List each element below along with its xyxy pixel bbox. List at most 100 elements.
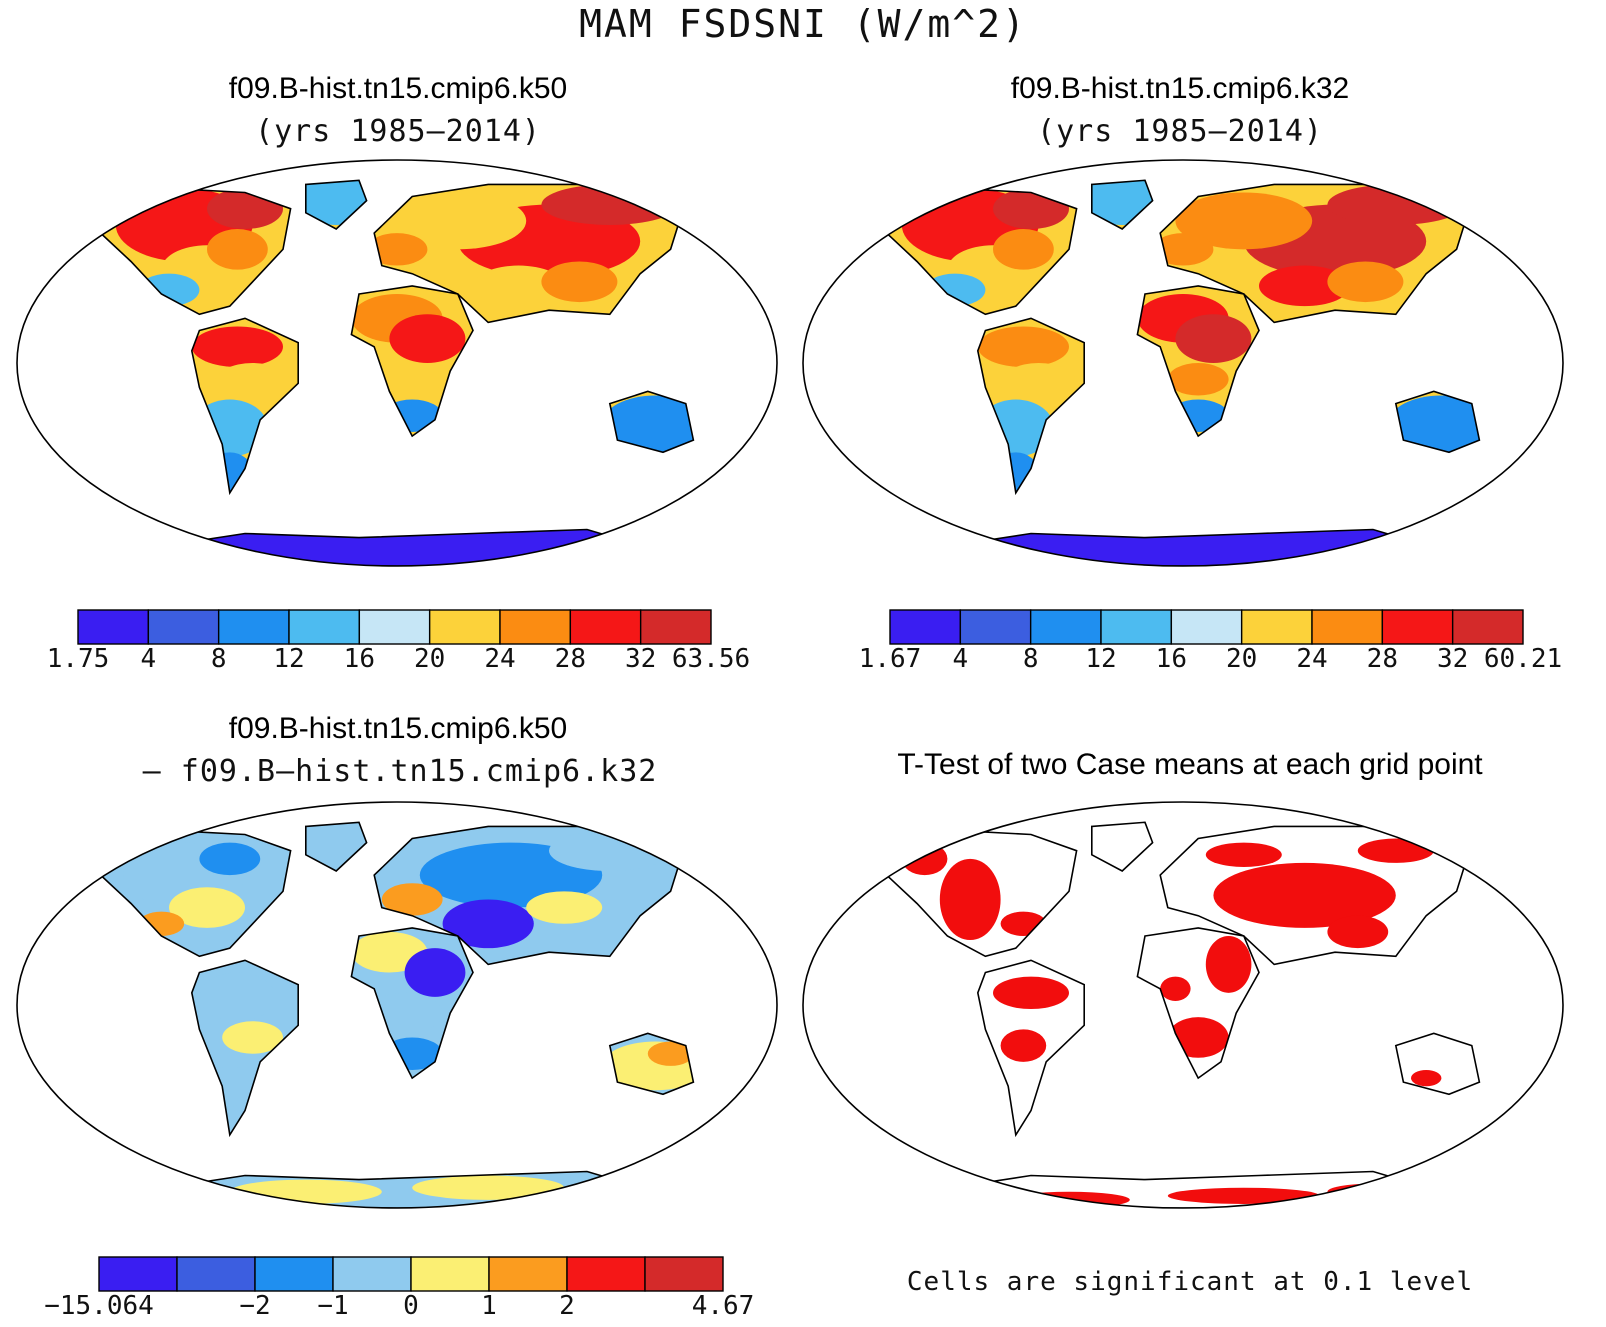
eurasia-field-1 <box>1175 192 1313 250</box>
map-panel-diff <box>16 801 778 1209</box>
colorbar-tick-label-6: 2 <box>559 1291 575 1321</box>
colorbar-swatch-6 <box>499 609 572 645</box>
colorbar-swatch-1 <box>176 1256 256 1292</box>
eurasia-field-3 <box>1327 915 1389 949</box>
colorbar-tick-label-3: 12 <box>273 644 304 674</box>
australia-field-0 <box>1395 395 1480 453</box>
colorbar-swatch-4 <box>358 609 431 645</box>
continent-australia <box>609 1033 694 1095</box>
africa-field-1 <box>1175 314 1252 364</box>
continent-eurasia <box>374 184 686 323</box>
panel-diff-title: f09.B-hist.tn15.cmip6.k50 <box>228 712 568 745</box>
eurasia-field-1 <box>389 192 527 250</box>
colorbar-swatch-7 <box>569 609 642 645</box>
colorbar-tick-label-6: 24 <box>484 644 515 674</box>
continent-africa <box>1137 285 1259 437</box>
map-panel-ttest <box>802 801 1564 1209</box>
colorbar-swatch-1 <box>147 609 220 645</box>
colorbar-tick-label-5: 1 <box>481 1291 497 1321</box>
antarctica-field-2 <box>1327 1183 1419 1200</box>
figure-title: MAM FSDSNI (W/m^2) <box>579 2 1027 46</box>
samerica-field-0 <box>191 326 283 368</box>
antarctica-field-1 <box>229 1179 382 1204</box>
africa-coastline <box>350 927 474 1080</box>
map-panel-k50 <box>16 159 778 567</box>
colorbar-tick-label-9: 63.56 <box>672 644 750 674</box>
antarctica-field-1 <box>1167 1187 1320 1204</box>
eurasia-field-5 <box>1160 233 1214 266</box>
continent-samerica <box>977 960 1085 1135</box>
panel-k50-subtitle: (yrs 1985–2014) <box>255 114 541 149</box>
continent-namerica <box>886 830 1077 957</box>
continent-eurasia <box>1160 184 1472 323</box>
colorbar-swatch-4 <box>1170 609 1243 645</box>
africa-field-2 <box>1160 976 1191 1001</box>
greenland-base-fill <box>1091 822 1153 871</box>
samerica-field-1 <box>1000 363 1077 404</box>
continent-africa <box>1137 927 1259 1079</box>
colorbar-swatch-5 <box>488 1256 568 1292</box>
colorbar-tick-label-4: 16 <box>1156 644 1187 674</box>
australia-field-1 <box>647 1041 694 1066</box>
eurasia-coastline <box>373 825 687 966</box>
samerica-coastline <box>976 959 1085 1138</box>
map-border <box>16 159 778 567</box>
africa-field-2 <box>1167 363 1229 396</box>
continent-namerica <box>100 830 291 957</box>
colorbar-tick-label-2: 8 <box>211 644 227 674</box>
colorbar-tick-label-3: −1 <box>317 1291 348 1321</box>
eurasia-field-3 <box>472 265 565 307</box>
panel-k50-title: f09.B-hist.tn15.cmip6.k50 <box>228 72 568 105</box>
colorbar-k32: 1.67 4 8 12 16 20 24 28 32 60.21 <box>859 609 1562 674</box>
colorbar-tick-label-4: 0 <box>403 1291 419 1321</box>
eurasia-coastline <box>1159 825 1473 966</box>
colorbar-swatch-2 <box>1029 609 1102 645</box>
australia-coastline <box>608 390 695 454</box>
colorbar-swatch-3 <box>332 1256 412 1292</box>
eurasia-field-4 <box>381 883 443 916</box>
samerica-field-1 <box>214 363 291 404</box>
antarctica-coastline <box>922 528 1444 566</box>
panel-ttest-title: T-Test of two Case means at each grid po… <box>897 748 1483 781</box>
samerica-field-1 <box>222 1021 283 1054</box>
samerica-coastline <box>190 959 300 1138</box>
eurasia-field-2 <box>526 891 603 924</box>
colorbar-tick-label-5: 20 <box>1226 644 1257 674</box>
colorbar-swatch-0 <box>77 609 150 645</box>
eurasia-field-2 <box>541 184 679 225</box>
samerica-field-0 <box>199 972 276 1022</box>
eurasia-field-3 <box>1259 265 1351 307</box>
colorbar-tick-label-4: 16 <box>344 644 375 674</box>
colorbar-swatch-6 <box>1311 609 1384 645</box>
greenland-coastline <box>1091 821 1154 872</box>
colorbar-tick-label-5: 20 <box>414 644 445 674</box>
greenland-coastline <box>304 821 368 872</box>
africa-coastline <box>350 285 474 438</box>
australia-coastline <box>608 1032 695 1096</box>
colorbar-tick-label-9: 60.21 <box>1484 644 1562 674</box>
namerica-field-2 <box>169 887 245 928</box>
colorbar-tick-label-6: 24 <box>1296 644 1327 674</box>
eurasia-field-5 <box>374 233 428 266</box>
colorbar-swatch-8 <box>639 609 712 645</box>
antarctica-field-0 <box>924 533 1442 566</box>
continent-greenland <box>1091 822 1153 871</box>
eurasia-field-4 <box>541 261 618 303</box>
samerica-coastline <box>190 317 300 496</box>
africa-field-1 <box>389 314 466 364</box>
eurasia-coastline <box>373 183 687 324</box>
colorbar-swatch-5 <box>1240 609 1313 645</box>
colorbar-tick-label-0: 1.67 <box>859 644 922 674</box>
antarctica-coastline <box>136 1170 658 1208</box>
antarctica-coastline <box>922 1170 1444 1208</box>
panel-k32-title: f09.B-hist.tn15.cmip6.k32 <box>1010 72 1350 105</box>
significance-note: Cells are significant at 0.1 level <box>906 1267 1474 1297</box>
africa-field-2 <box>381 363 443 396</box>
colorbar-swatch-7 <box>644 1256 724 1292</box>
colorbar-k50: 1.75 4 8 12 16 20 24 28 32 63.56 <box>47 609 750 674</box>
colorbar-tick-label-1: 4 <box>953 644 969 674</box>
continent-eurasia <box>1160 826 1472 965</box>
namerica-field-4 <box>993 229 1054 270</box>
colorbar-tick-label-8: 32 <box>625 644 656 674</box>
continent-australia <box>609 391 694 453</box>
